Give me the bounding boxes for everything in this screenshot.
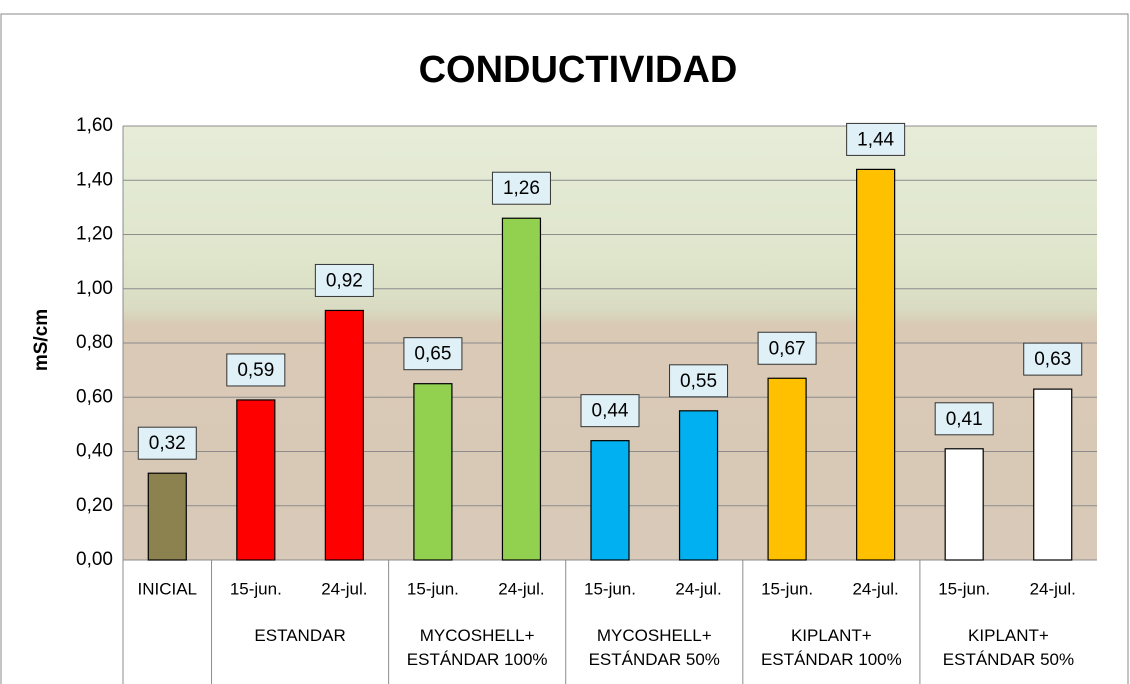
y-axis-label: mS/cm [31,309,52,371]
y-tick-label: 0,00 [76,549,113,570]
y-tick-label: 1,40 [76,169,113,190]
y-tick-label: 1,60 [76,115,113,136]
bar [325,310,363,560]
bar [502,218,540,560]
bar [945,449,983,560]
value-label: 0,59 [237,360,274,381]
x-tick-label: 15-jun. [584,579,636,598]
chart-container: CONDUCTIVIDAD mS/cm 0,00 0,20 0,40 0,60 0,80… [0,0,1130,684]
value-label: 0,44 [592,401,629,422]
bar [591,441,629,560]
x-tick-label: 24-jul. [321,579,367,598]
chart-title: CONDUCTIVIDAD [419,49,738,91]
value-label: 1,44 [857,129,894,150]
y-tick-label: 0,60 [76,386,113,407]
y-tick-label: 0,40 [76,441,113,462]
bar [414,384,452,560]
value-label: 0,67 [769,338,806,359]
bar [1034,389,1072,560]
value-label: 0,63 [1034,349,1071,370]
value-label: 0,41 [946,409,983,430]
bar [768,378,806,560]
x-tick-label: 24-jul. [498,579,544,598]
y-tick-label: 0,20 [76,495,113,516]
bar [680,411,718,560]
value-label: 0,92 [326,270,363,291]
x-tick-label: 24-jul. [675,579,721,598]
y-tick-label: 0,80 [76,332,113,353]
x-tick-label: 24-jul. [852,579,898,598]
x-tick-label: 15-jun. [230,579,282,598]
value-label: 0,55 [680,371,717,392]
value-label: 0,32 [149,433,186,454]
bar [237,400,275,560]
y-tick-label: 1,00 [76,278,113,299]
chart: CONDUCTIVIDAD mS/cm 0,00 0,20 0,40 0,60 0,80… [0,0,1130,684]
group-label: MYCOSHELL+ ESTÁNDAR 50% [566,624,743,672]
value-label: 0,65 [414,344,451,365]
group-label: KIPLANT+ ESTÁNDAR 50% [920,624,1097,672]
x-tick-label: 15-jun. [938,579,990,598]
x-tick-label: 24-jul. [1030,579,1076,598]
x-tick-label: 15-jun. [761,579,813,598]
value-label: 1,26 [503,178,540,199]
x-tick-label: 15-jun. [407,579,459,598]
x-tick-label: INICIAL [138,579,198,598]
y-tick-label: 1,20 [76,224,113,245]
group-label: KIPLANT+ ESTÁNDAR 100% [743,624,920,672]
group-label: ESTANDAR [212,624,389,648]
bar [148,473,186,560]
group-label: MYCOSHELL+ ESTÁNDAR 100% [389,624,566,672]
bar [857,169,895,560]
